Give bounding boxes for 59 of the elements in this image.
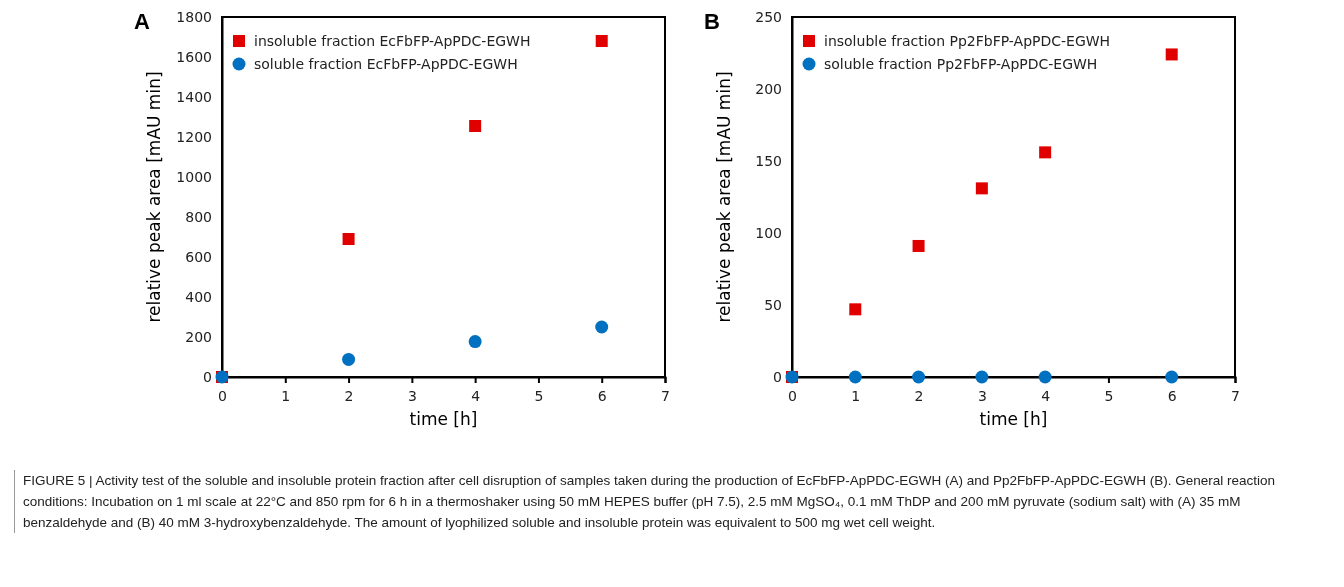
y-tick-label: 100 — [755, 224, 782, 241]
y-tick-label: 1400 — [176, 88, 212, 105]
y-tick-label: 400 — [185, 288, 212, 305]
point — [469, 120, 482, 132]
point — [595, 320, 609, 334]
y-tick-label: 0 — [773, 368, 782, 385]
y-tick-label: 1800 — [176, 8, 212, 25]
point — [912, 370, 926, 384]
x-tick-label: 4 — [1041, 387, 1051, 404]
x-tick-label: 6 — [1167, 387, 1177, 404]
y-tick-label: 600 — [185, 248, 212, 265]
legend-label: soluble fraction Pp2FbFP-ApPDC-EGWH — [824, 56, 1098, 72]
y-axis-title: relative peak area [mAU min] — [144, 71, 164, 323]
y-axis-title: relative peak area [mAU min] — [714, 71, 734, 323]
caption: FIGURE 5 | Activity test of the soluble and insoluble protein fraction after cell disruption of samples taken during the production of EcFbFP-ApPDC-EGWH (A) and Pp2FbFP-ApPDC-EGWH (B). General reaction conditions: Incubation on 1 ml scale at 22°C and 850 rpm for 6 h in a thermoshaker using 50 mM HEPES buffer (pH 7.5), 2.5 mM MgSO₄, 0.1 mM ThDP and 200 mM pyruvate (sodium salt) with (A) 35 mM benzaldehyde and (B) 40 mM 3-hydroxybenzaldehyde. The amount of lyophilized soluble and insoluble protein was equivalent to 500 mg wet cell weight. — [14, 470, 1323, 533]
y-tick-label: 200 — [185, 328, 212, 345]
y-tick-label: 0 — [203, 368, 212, 385]
x-tick-label: 7 — [661, 387, 670, 404]
point — [1165, 48, 1178, 61]
x-tick-label: 2 — [344, 387, 354, 404]
x-axis-title: time [h] — [409, 409, 478, 429]
point — [849, 303, 862, 316]
y-tick-label: 800 — [185, 208, 212, 225]
point — [342, 352, 356, 366]
x-tick-label: 4 — [471, 387, 481, 404]
y-tick-label: 50 — [764, 296, 782, 313]
x-tick-label: 1 — [281, 387, 291, 404]
point — [342, 233, 355, 245]
legend-label: insoluble fraction EcFbFP-ApPDC-EGWH — [254, 33, 531, 49]
y-tick-label: 250 — [755, 8, 782, 25]
y-tick-label: 150 — [755, 152, 782, 169]
legend-label: soluble fraction EcFbFP-ApPDC-EGWH — [254, 56, 518, 72]
legend-label: insoluble fraction Pp2FbFP-ApPDC-EGWH — [824, 33, 1111, 49]
point — [1038, 370, 1052, 384]
x-tick-label: 1 — [851, 387, 861, 404]
x-tick-label: 0 — [218, 387, 227, 404]
x-tick-label: 7 — [1231, 387, 1240, 404]
point — [975, 370, 989, 384]
y-tick-label: 1000 — [176, 168, 212, 185]
point — [595, 35, 608, 47]
point — [912, 239, 925, 252]
point — [1165, 370, 1179, 384]
x-axis-title: time [h] — [979, 409, 1048, 429]
y-tick-label: 1200 — [176, 128, 212, 145]
y-tick-label: 200 — [755, 80, 782, 97]
x-tick-label: 5 — [534, 387, 544, 404]
point — [975, 182, 988, 195]
chart-title: B — [704, 9, 720, 34]
x-tick-label: 6 — [597, 387, 607, 404]
point — [848, 370, 862, 384]
chart-title: A — [134, 9, 150, 34]
point — [468, 335, 482, 349]
x-tick-label: 3 — [977, 387, 987, 404]
x-tick-label: 0 — [788, 387, 797, 404]
x-tick-label: 5 — [1104, 387, 1114, 404]
y-tick-label: 1600 — [176, 48, 212, 65]
x-tick-label: 3 — [407, 387, 417, 404]
x-tick-label: 2 — [914, 387, 924, 404]
point — [1039, 146, 1052, 159]
